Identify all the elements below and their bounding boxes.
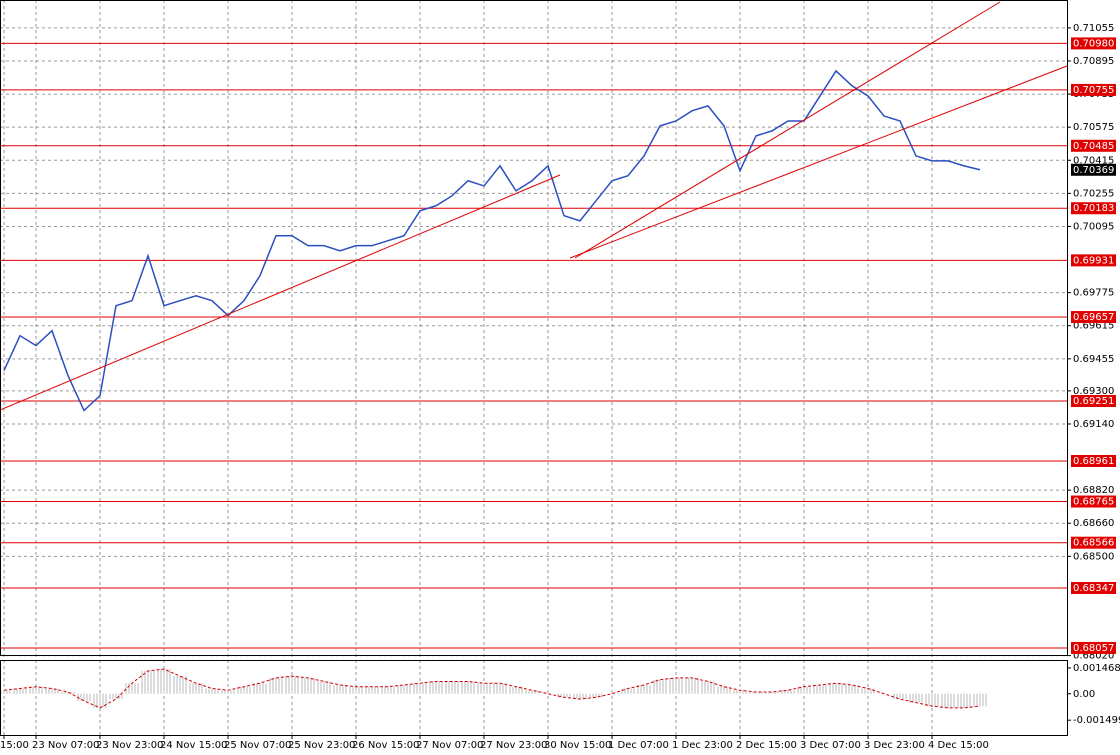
channel-lower	[569, 65, 1068, 259]
level-label: 0.69251	[1073, 396, 1114, 407]
x-tick-label: 25 Nov 23:00	[288, 740, 355, 751]
y-tick-label: 0.70095	[1073, 221, 1114, 232]
last-price-tag	[1071, 163, 1116, 176]
level-label: 0.68347	[1073, 583, 1114, 594]
y-tick-label: 0.70895	[1073, 56, 1114, 67]
x-tick-label: 24 Nov 15:00	[160, 740, 227, 751]
level-label: 0.68057	[1073, 643, 1114, 654]
level-label: 0.70485	[1073, 141, 1114, 152]
y-tick-label: 0.69615	[1073, 321, 1114, 332]
level-tag	[1071, 454, 1116, 467]
marks-layer	[0, 42, 1067, 709]
level-tag	[1071, 254, 1116, 267]
level-tag	[1071, 311, 1116, 324]
level-label: 0.68566	[1073, 538, 1114, 549]
channel-upper	[574, 1, 1001, 259]
x-tick-label: 27 Nov 07:00	[416, 740, 483, 751]
x-tick-label: 4 Dec 15:00	[928, 740, 989, 751]
x-tick-label: 23 Nov 23:00	[96, 740, 163, 751]
y-tick-label: 0.69140	[1073, 419, 1114, 430]
y-tick-label: 0.68660	[1073, 518, 1114, 529]
level-tag	[1071, 581, 1116, 594]
y-tick-label: -0.001499	[1073, 715, 1120, 726]
trend-line	[0, 174, 561, 411]
x-tick-label: 30 Nov 15:00	[544, 740, 611, 751]
y-tick-label: 0.69300	[1073, 386, 1114, 397]
x-tick-label: 26 Nov 15:00	[352, 740, 419, 751]
level-tag	[1071, 641, 1116, 654]
y-tick-label: 0.70255	[1073, 188, 1114, 199]
x-tick-label: 27 Nov 23:00	[480, 740, 547, 751]
x-tick-label: 15:00	[0, 740, 29, 751]
level-label: 0.70980	[1073, 38, 1114, 49]
y-tick-label: 0.71055	[1073, 23, 1114, 34]
y-tick-label: 0.69455	[1073, 354, 1114, 365]
x-tick-label: 3 Dec 07:00	[800, 740, 861, 751]
level-tag	[1071, 202, 1116, 215]
signal-line	[3, 668, 981, 709]
level-tag	[1071, 37, 1116, 50]
indicator-frame	[0, 660, 1068, 736]
last-price-label: 0.70369	[1073, 165, 1114, 176]
y-tick-label: 0.68500	[1073, 551, 1114, 562]
level-label: 0.70183	[1073, 203, 1114, 214]
y-tick-label: 0.70415	[1073, 155, 1114, 166]
labels-layer: 0.710550.708950.707350.705750.704150.702…	[0, 23, 1120, 751]
x-tick-label: 1 Dec 07:00	[608, 740, 669, 751]
x-tick-label: 1 Dec 23:00	[672, 740, 733, 751]
x-tick-label: 25 Nov 07:00	[224, 740, 291, 751]
x-tick-label: 3 Dec 23:00	[864, 740, 925, 751]
y-tick-label: 0.68820	[1073, 485, 1114, 496]
level-tag	[1071, 139, 1116, 152]
level-tag	[1071, 395, 1116, 408]
level-label: 0.70755	[1073, 85, 1114, 96]
y-tick-label: 0.68020	[1073, 651, 1114, 662]
x-tick-label: 23 Nov 07:00	[32, 740, 99, 751]
level-label: 0.69931	[1073, 255, 1114, 266]
level-label: 0.68765	[1073, 497, 1114, 508]
price-line	[3, 69, 981, 412]
level-tag	[1071, 495, 1116, 508]
level-label: 0.69657	[1073, 312, 1114, 323]
level-tag	[1071, 536, 1116, 549]
y-tick-label: 0.001468	[1073, 663, 1120, 674]
y-tick-label: 0.00	[1073, 689, 1095, 700]
y-tick-label: 0.70575	[1073, 122, 1114, 133]
level-tag	[1071, 83, 1116, 96]
y-tick-label: 0.69775	[1073, 288, 1114, 299]
main-frame	[0, 0, 1068, 656]
x-tick-label: 2 Dec 15:00	[736, 740, 797, 751]
level-label: 0.68961	[1073, 456, 1114, 467]
